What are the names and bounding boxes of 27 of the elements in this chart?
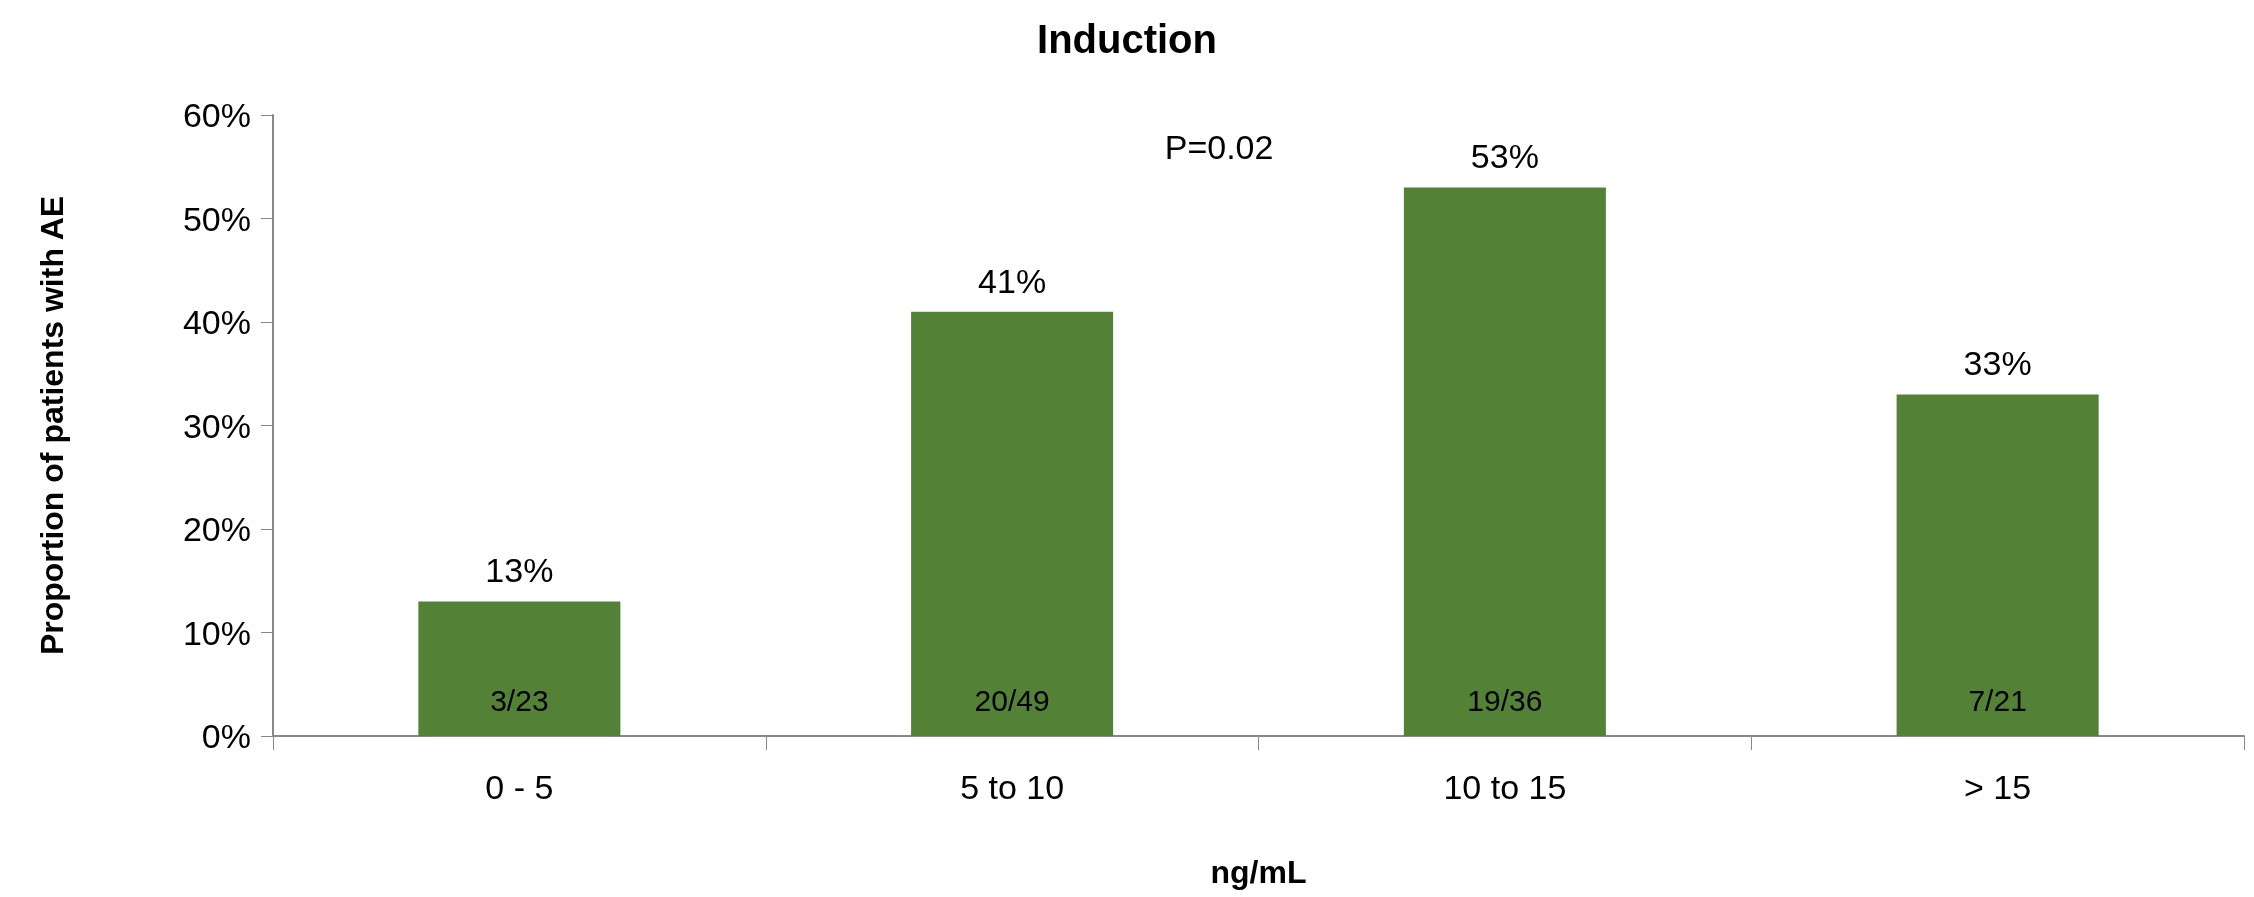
y-tick-label: 30% xyxy=(182,406,251,445)
data-label: 53% xyxy=(1470,137,1539,176)
annotation: 3/23 xyxy=(490,683,549,717)
data-label: 13% xyxy=(485,551,554,590)
x-tick-label: > 15 xyxy=(1964,768,2032,806)
y-tick-label: 60% xyxy=(182,96,251,134)
annotation: 20/49 xyxy=(974,683,1050,717)
y-tick-label: 20% xyxy=(182,510,251,548)
y-axis-title: Proportion of patients with AE xyxy=(34,195,70,656)
y-tick-label: 40% xyxy=(182,303,251,341)
bar xyxy=(1403,187,1606,736)
annotation: 19/36 xyxy=(1467,683,1543,717)
data-label: 33% xyxy=(1963,344,2032,383)
x-axis-title: ng/mL xyxy=(1210,854,1307,890)
bar xyxy=(418,601,621,736)
bar xyxy=(911,311,1114,736)
annotation: P=0.02 xyxy=(1164,128,1274,166)
chart-title: Induction xyxy=(1037,17,1217,61)
x-tick-label: 0 - 5 xyxy=(485,768,554,806)
x-tick-label: 5 to 10 xyxy=(960,768,1065,806)
y-tick-label: 50% xyxy=(182,199,251,238)
data-label: 41% xyxy=(978,261,1047,300)
x-tick-label: 10 to 15 xyxy=(1443,768,1567,806)
annotation: 7/21 xyxy=(1968,683,2027,717)
y-tick-label: 0% xyxy=(201,717,251,755)
y-tick-label: 10% xyxy=(182,613,251,652)
bar xyxy=(1896,394,2099,736)
